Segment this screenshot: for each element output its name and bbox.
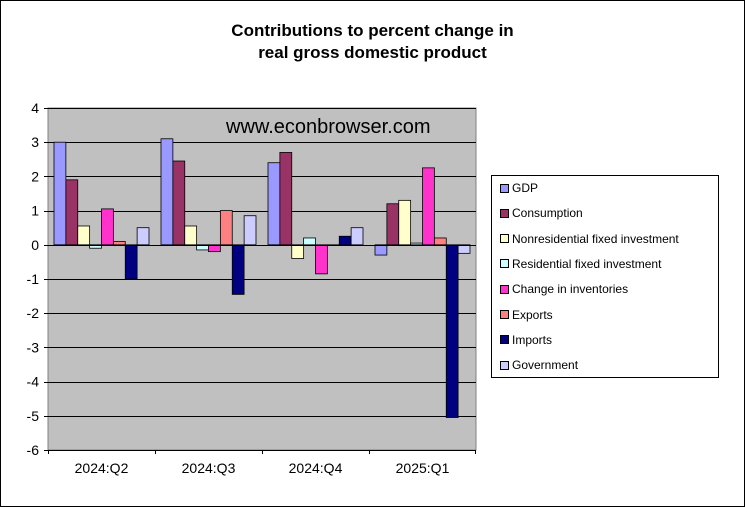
bar-nonresidential-fixed-investment xyxy=(184,225,198,246)
x-tick-label: 2024:Q2 xyxy=(75,460,129,476)
legend-label: Imports xyxy=(512,332,553,347)
bar-residential-fixed-investment xyxy=(303,237,316,246)
legend-label: Change in inventories xyxy=(512,282,629,297)
y-tick-label: 4 xyxy=(31,100,39,116)
bar-nonresidential-fixed-investment xyxy=(398,199,412,246)
bar-government xyxy=(457,244,471,254)
legend-item: Consumption xyxy=(500,205,583,221)
y-tick-label: 0 xyxy=(31,237,39,253)
y-tick-label: -5 xyxy=(27,408,40,424)
bar-gdp xyxy=(160,138,174,246)
bar-exports xyxy=(433,237,447,246)
legend-label: Government xyxy=(512,358,579,373)
x-tick-label: 2024:Q4 xyxy=(289,460,343,476)
legend: GDP Consumption Nonresidential fixed inves… xyxy=(491,175,719,378)
bar-exports xyxy=(112,240,126,246)
bar-exports xyxy=(219,210,233,246)
legend-label: Nonresidential fixed investment xyxy=(512,231,679,246)
legend-item: Nonresidential fixed investment xyxy=(500,231,679,247)
legend-label: GDP xyxy=(512,181,539,195)
bar-change-in-inventories xyxy=(208,244,221,253)
bar-gdp xyxy=(53,141,67,246)
y-tick-label: -4 xyxy=(27,374,40,390)
legend-swatch xyxy=(500,310,509,319)
y-tick-label: -2 xyxy=(27,305,40,321)
y-tick-label: -6 xyxy=(27,442,40,458)
legend-swatch xyxy=(500,234,509,244)
bar-consumption xyxy=(279,152,293,246)
chart-title: Contributions to percent change in real … xyxy=(0,20,745,64)
bar-government xyxy=(243,215,257,246)
legend-item: Change in inventories xyxy=(500,281,628,297)
chart-title-line-2: real gross domestic product xyxy=(258,43,487,62)
bar-residential-fixed-investment xyxy=(410,242,423,246)
legend-swatch xyxy=(500,259,509,269)
bar-imports xyxy=(338,235,352,246)
bar-change-in-inventories xyxy=(101,208,114,246)
bar-change-in-inventories xyxy=(315,244,328,275)
bar-gdp xyxy=(267,162,281,246)
bar-consumption xyxy=(172,160,186,246)
legend-label: Exports xyxy=(512,307,553,322)
x-tick-label: 2025:Q1 xyxy=(396,460,450,476)
chart-title-line-1: Contributions to percent change in xyxy=(231,21,514,40)
x-tick-label: 2024:Q3 xyxy=(182,460,236,476)
bar-consumption xyxy=(65,179,79,246)
legend-label: Consumption xyxy=(512,206,583,221)
bar-nonresidential-fixed-investment xyxy=(77,225,91,246)
bar-residential-fixed-investment xyxy=(89,244,102,249)
bar-imports xyxy=(445,244,459,418)
bar-imports xyxy=(124,244,138,280)
y-tick-label: 2 xyxy=(31,168,39,184)
legend-label: Residential fixed investment xyxy=(512,256,662,271)
legend-item: Government xyxy=(500,357,578,373)
y-tick-label: -1 xyxy=(27,271,40,287)
y-tick-label: 3 xyxy=(31,134,39,150)
bar-change-in-inventories xyxy=(422,167,435,246)
legend-item: Residential fixed investment xyxy=(500,256,661,272)
bar-government xyxy=(350,227,364,246)
legend-swatch xyxy=(500,183,509,193)
bar-gdp xyxy=(374,244,388,256)
y-tick-label: -3 xyxy=(27,339,40,355)
watermark-text: www.econbrowser.com xyxy=(226,116,431,138)
legend-item: GDP xyxy=(500,180,538,196)
legend-swatch xyxy=(500,335,509,345)
bar-consumption xyxy=(386,203,400,246)
legend-swatch xyxy=(500,360,509,370)
legend-item: Exports xyxy=(500,307,553,323)
y-tick-label: 1 xyxy=(31,203,39,219)
legend-swatch xyxy=(500,284,509,294)
legend-item: Imports xyxy=(500,332,552,348)
bar-government xyxy=(136,227,150,246)
bar-imports xyxy=(231,244,245,295)
legend-swatch xyxy=(500,208,509,218)
bar-nonresidential-fixed-investment xyxy=(291,244,305,259)
